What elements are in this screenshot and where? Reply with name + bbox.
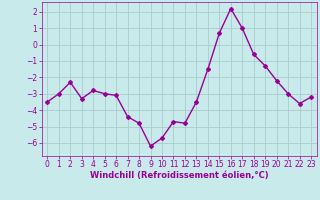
- X-axis label: Windchill (Refroidissement éolien,°C): Windchill (Refroidissement éolien,°C): [90, 171, 268, 180]
